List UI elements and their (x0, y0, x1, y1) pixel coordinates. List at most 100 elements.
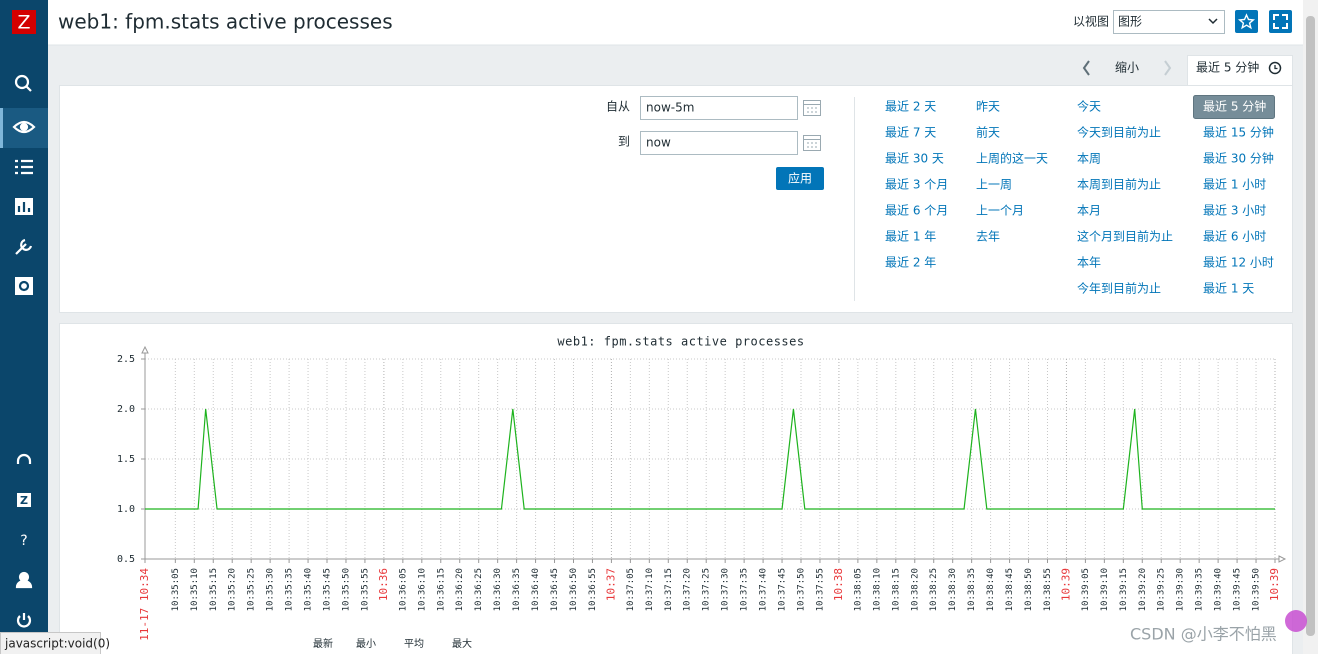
quick-range-link[interactable]: 上周的这一天 (976, 151, 1048, 166)
watermark-icon (1285, 610, 1307, 632)
sidebar (0, 0, 48, 654)
quick-range-link[interactable]: 最近 1 天 (1203, 282, 1254, 296)
x-tick-label: 10:37:30 (721, 568, 731, 611)
quick-range-link[interactable]: 本周 (1077, 152, 1101, 166)
support-icon[interactable] (16, 453, 32, 464)
quick-range-link[interactable]: 本周到目前为止 (1077, 177, 1161, 192)
signout-icon[interactable] (16, 613, 32, 628)
x-tick-label: 10:36:30 (493, 568, 503, 611)
x-tick-label: 10:37:10 (645, 568, 655, 611)
x-tick-label: 10:39:40 (1214, 568, 1224, 611)
from-value: now-5m (646, 101, 694, 115)
x-tick-label: 10:37:25 (702, 568, 712, 611)
axis-arrow (1278, 555, 1287, 563)
quick-range-link[interactable]: 今年到目前为止 (1077, 281, 1161, 296)
x-tick-label: 10:39:15 (1119, 568, 1129, 611)
x-tick-label: 10:35:55 (360, 568, 370, 611)
y-tick-label: 1.5 (117, 454, 135, 465)
x-tick-label: 10:38:30 (948, 568, 958, 611)
x-tick-label: 10:35:30 (266, 568, 276, 611)
next-button[interactable] (1164, 60, 1172, 76)
quick-range-link[interactable]: 最近 3 个月 (885, 178, 948, 192)
x-tick-label: 10:35:20 (228, 568, 238, 611)
quick-range-link[interactable]: 最近 6 个月 (885, 204, 948, 218)
quick-range-link[interactable]: 最近 1 小时 (1203, 178, 1266, 192)
x-tick-label: 10:35:40 (304, 568, 314, 611)
status-text: javascript:void(0) (4, 637, 110, 651)
quick-range-link[interactable]: 今天到目前为止 (1077, 125, 1161, 140)
share-icon[interactable] (17, 493, 31, 507)
admin-icon[interactable] (15, 277, 33, 295)
quick-range-link[interactable]: 最近 12 小时 (1203, 256, 1274, 270)
calendar-button[interactable] (803, 100, 821, 116)
x-tick-label: 10:39:20 (1138, 568, 1148, 611)
quick-range-link[interactable]: 最近 30 天 (885, 152, 944, 166)
x-tick-label: 10:39:50 (1252, 568, 1262, 611)
x-tick-label: 10:38:50 (1024, 568, 1034, 611)
zoom-out[interactable]: 缩小 (1115, 60, 1139, 75)
quick-range-link[interactable]: 最近 2 天 (885, 100, 936, 114)
x-tick-label: 10:35:05 (171, 568, 181, 611)
from-input[interactable] (640, 96, 798, 120)
view-select-text: 图形 (1118, 15, 1142, 29)
legend-header: 最小 (356, 638, 376, 650)
y-tick-label: 2.0 (117, 404, 135, 415)
quick-range-link[interactable]: 上一个月 (976, 204, 1024, 218)
favorite-button[interactable] (1235, 10, 1258, 33)
x-tick-label: 10:39:10 (1100, 568, 1110, 611)
scroll-thumb[interactable] (1306, 16, 1315, 636)
inventory-icon[interactable] (15, 159, 33, 175)
x-tick-label: 10:39:25 (1157, 568, 1167, 611)
monitoring-icon[interactable] (12, 120, 36, 134)
fullscreen-button[interactable] (1269, 10, 1292, 33)
x-tick-label: 10:39:35 (1195, 568, 1205, 611)
quick-range-link[interactable]: 昨天 (976, 100, 1000, 114)
quick-range-link[interactable]: 本月 (1077, 204, 1101, 218)
quick-range-link[interactable]: 前天 (976, 125, 1000, 140)
x-tick-label: 10:39:45 (1233, 568, 1243, 611)
x-tick-label: 10:35:35 (285, 568, 295, 611)
quick-range-link[interactable]: 最近 5 分钟 (1203, 99, 1266, 114)
to-input[interactable] (640, 131, 798, 155)
x-tick-label: 10:38:20 (910, 568, 920, 611)
help-icon[interactable]: ? (20, 533, 27, 549)
quick-range-link[interactable]: 最近 1 年 (885, 230, 936, 244)
to-value: now (646, 136, 671, 150)
quick-range-link[interactable]: 最近 2 年 (885, 256, 936, 270)
config-icon[interactable] (15, 238, 33, 255)
x-tick-label: 10:38:40 (986, 568, 996, 611)
search-icon[interactable] (14, 74, 30, 90)
user-icon[interactable] (18, 571, 30, 583)
calendar-button[interactable] (803, 135, 821, 151)
quick-range-link[interactable]: 最近 30 分钟 (1203, 151, 1274, 166)
calendar-icons (803, 100, 821, 151)
selected-range (1193, 95, 1275, 119)
chart: web1: fpm.stats active processes 0.5 1.0 1… (117, 335, 1287, 650)
logo-text: Z (17, 12, 30, 34)
quick-range-link[interactable]: 最近 6 小时 (1203, 230, 1266, 244)
quick-range-link[interactable]: 这个月到目前为止 (1077, 229, 1173, 244)
apply-button[interactable] (776, 167, 824, 190)
prev-button[interactable] (1082, 60, 1090, 76)
x-tick-label: 11-17 10:34 (138, 568, 151, 641)
x-tick-label: 10:35:15 (209, 568, 219, 611)
x-tick-label: 10:38:10 (872, 568, 882, 611)
y-tick-label: 1.0 (117, 504, 135, 515)
x-tick-label: 10:36:40 (531, 568, 541, 611)
quick-range-link[interactable]: 本年 (1077, 256, 1101, 270)
time-tab-label: 最近 5 分钟 (1196, 60, 1259, 75)
quick-range-link[interactable]: 最近 7 天 (885, 126, 936, 140)
apply-text: 应用 (788, 171, 812, 186)
quick-range-link[interactable]: 去年 (976, 230, 1000, 244)
x-tick-label: 10:37:05 (626, 568, 636, 611)
series-line (145, 408, 1275, 510)
quick-range-link[interactable]: 最近 3 小时 (1203, 204, 1266, 218)
x-tick-label: 10:35:10 (190, 568, 200, 611)
quick-range-link[interactable]: 最近 15 分钟 (1203, 125, 1274, 140)
view-select[interactable] (1113, 10, 1225, 34)
logo[interactable] (12, 10, 36, 34)
time-tab[interactable] (1187, 55, 1293, 87)
quick-range-link[interactable]: 上一周 (976, 178, 1012, 192)
quick-range-link[interactable]: 今天 (1077, 99, 1101, 114)
